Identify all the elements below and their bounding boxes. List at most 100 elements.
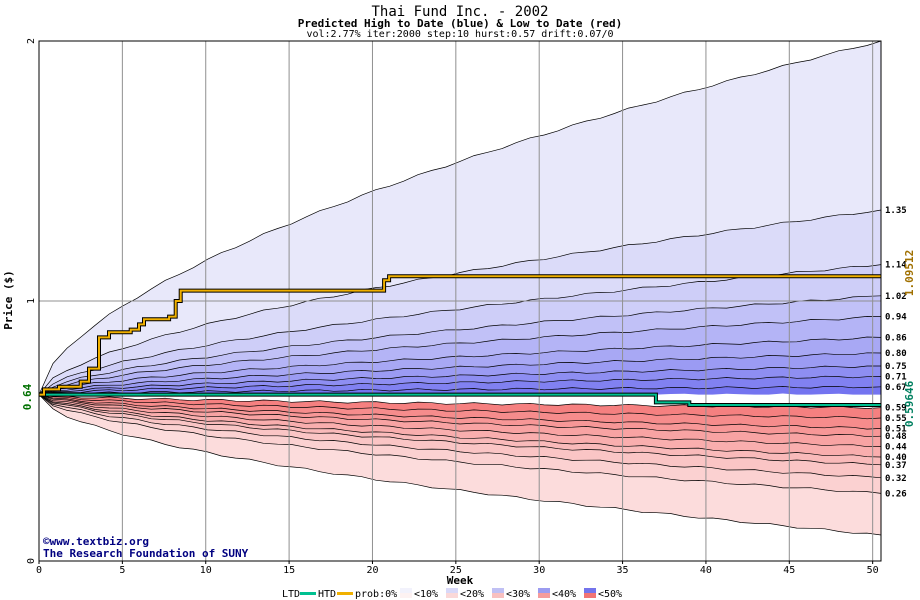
quantile-line bbox=[38, 394, 882, 479]
quantile-line bbox=[38, 394, 882, 420]
htd-final-label: 1.09512 bbox=[903, 250, 916, 296]
quantile-line bbox=[38, 394, 882, 438]
legend: LTD HTD prob:0% <10% <20% <30% <40% <50% bbox=[282, 588, 622, 600]
quantile-labels: 1.35 1.14 1.02 0.94 0.86 0.80 0.750.710.67 0.59… bbox=[885, 206, 907, 499]
legend-bin-swatch bbox=[584, 593, 596, 598]
x-tick-label: 45 bbox=[783, 565, 795, 576]
quantile-line bbox=[38, 209, 882, 395]
legend-htd-label: HTD bbox=[318, 589, 336, 600]
y-axis-title: Price ($) bbox=[2, 270, 15, 330]
legend-bin-swatch bbox=[400, 588, 412, 593]
quantile-label: 0.26 bbox=[885, 489, 907, 499]
low-bands bbox=[39, 394, 881, 535]
quantile-label: 1.02 bbox=[885, 292, 907, 302]
x-tick-label: 25 bbox=[450, 565, 462, 576]
x-tick-label: 40 bbox=[700, 565, 712, 576]
chart-params: vol:2.77% iter:2000 step:10 hurst:0.57 d… bbox=[306, 29, 613, 40]
x-tick-label: 15 bbox=[283, 565, 295, 576]
legend-bin-label: <10% bbox=[414, 589, 438, 600]
x-tick-label: 35 bbox=[617, 565, 629, 576]
start-price-label: 0.64 bbox=[21, 383, 34, 410]
high-band bbox=[39, 41, 881, 395]
legend-bins: <10% <20% <30% <40% <50% bbox=[400, 588, 622, 600]
grid bbox=[39, 41, 881, 561]
high-band bbox=[39, 316, 881, 395]
plot-frame bbox=[38, 40, 882, 562]
chart-title: Thai Fund Inc. - 2002 bbox=[371, 4, 548, 20]
low-band bbox=[39, 394, 881, 457]
quantile-label: 0.32 bbox=[885, 474, 907, 484]
chart-subtitle: Predicted High to Date (blue) & Low to D… bbox=[298, 17, 623, 30]
y-tick-label: 1 bbox=[26, 298, 37, 304]
quantile-label: 0.75 bbox=[885, 362, 907, 372]
quantile-line bbox=[38, 316, 882, 395]
y-axis-ticks: 0 1 2 bbox=[26, 38, 37, 564]
quantile-line bbox=[38, 394, 882, 466]
high-band bbox=[39, 376, 881, 395]
quantile-line bbox=[38, 375, 882, 395]
low-band bbox=[39, 394, 881, 478]
quantile-line bbox=[38, 336, 882, 395]
series-lines bbox=[39, 274, 881, 407]
quantile-label: 1.35 bbox=[885, 206, 907, 216]
low-band bbox=[39, 394, 881, 419]
low-band bbox=[39, 394, 881, 430]
high-band bbox=[39, 352, 881, 395]
quantile-label: 0.71 bbox=[885, 372, 907, 382]
quantile-label: 0.55 bbox=[885, 414, 907, 424]
y-tick-label: 2 bbox=[26, 38, 37, 44]
quantile-label: 1.14 bbox=[885, 261, 907, 271]
legend-ltd-swatch bbox=[300, 592, 316, 595]
credit-line-1: ©www.textbiz.org bbox=[43, 535, 149, 548]
x-tick-label: 20 bbox=[366, 565, 378, 576]
quantile-line bbox=[38, 394, 882, 448]
credit-line-2: The Research Foundation of SUNY bbox=[43, 547, 249, 560]
legend-prob-label: prob:0% bbox=[355, 589, 397, 600]
x-tick-label: 50 bbox=[867, 565, 879, 576]
quantile-label: 0.80 bbox=[885, 349, 907, 359]
x-tick-label: 5 bbox=[119, 565, 125, 576]
x-tick-label: 0 bbox=[36, 565, 42, 576]
legend-bin-swatch bbox=[492, 593, 504, 598]
legend-bin-swatch bbox=[400, 593, 412, 598]
quantile-line bbox=[38, 365, 881, 395]
plot-area bbox=[38, 40, 882, 562]
legend-bin-swatch bbox=[446, 593, 458, 598]
quantile-label: 0.48 bbox=[885, 432, 907, 442]
ltd-final-label: 0.59646 bbox=[903, 380, 916, 427]
low-band bbox=[39, 394, 881, 437]
ltd-series bbox=[39, 393, 881, 406]
quantile-line bbox=[38, 394, 882, 430]
y-tick-label: 0 bbox=[26, 558, 37, 564]
quantile-label: 0.86 bbox=[885, 333, 907, 343]
quantile-label: 0.59 bbox=[885, 404, 907, 414]
quantile-line bbox=[38, 295, 882, 395]
quantile-label: 0.37 bbox=[885, 461, 907, 471]
legend-bin-swatch bbox=[538, 588, 550, 593]
quantile-line bbox=[38, 40, 882, 395]
legend-bin-label: <20% bbox=[460, 589, 484, 600]
legend-ltd-label: LTD bbox=[282, 589, 300, 600]
htd-series bbox=[39, 275, 881, 396]
quantile-line bbox=[38, 394, 882, 494]
x-axis-title: Week bbox=[447, 574, 474, 587]
legend-bin-swatch bbox=[492, 588, 504, 593]
legend-bin-swatch bbox=[446, 588, 458, 593]
legend-bin-swatch bbox=[584, 588, 596, 593]
high-band bbox=[39, 210, 881, 395]
legend-bin-label: <30% bbox=[506, 589, 530, 600]
high-band bbox=[39, 386, 881, 395]
legend-bin-swatch bbox=[538, 593, 550, 598]
legend-bin-label: <40% bbox=[552, 589, 576, 600]
quantile-label: 0.67 bbox=[885, 383, 907, 393]
legend-bin-label: <50% bbox=[598, 589, 622, 600]
x-tick-label: 10 bbox=[200, 565, 212, 576]
low-band bbox=[39, 394, 881, 447]
quantile-label: 0.44 bbox=[885, 443, 907, 453]
x-tick-label: 30 bbox=[533, 565, 545, 576]
low-band bbox=[39, 394, 881, 465]
quantile-line bbox=[38, 394, 882, 536]
high-band bbox=[39, 366, 881, 395]
quantile-line bbox=[38, 394, 882, 458]
